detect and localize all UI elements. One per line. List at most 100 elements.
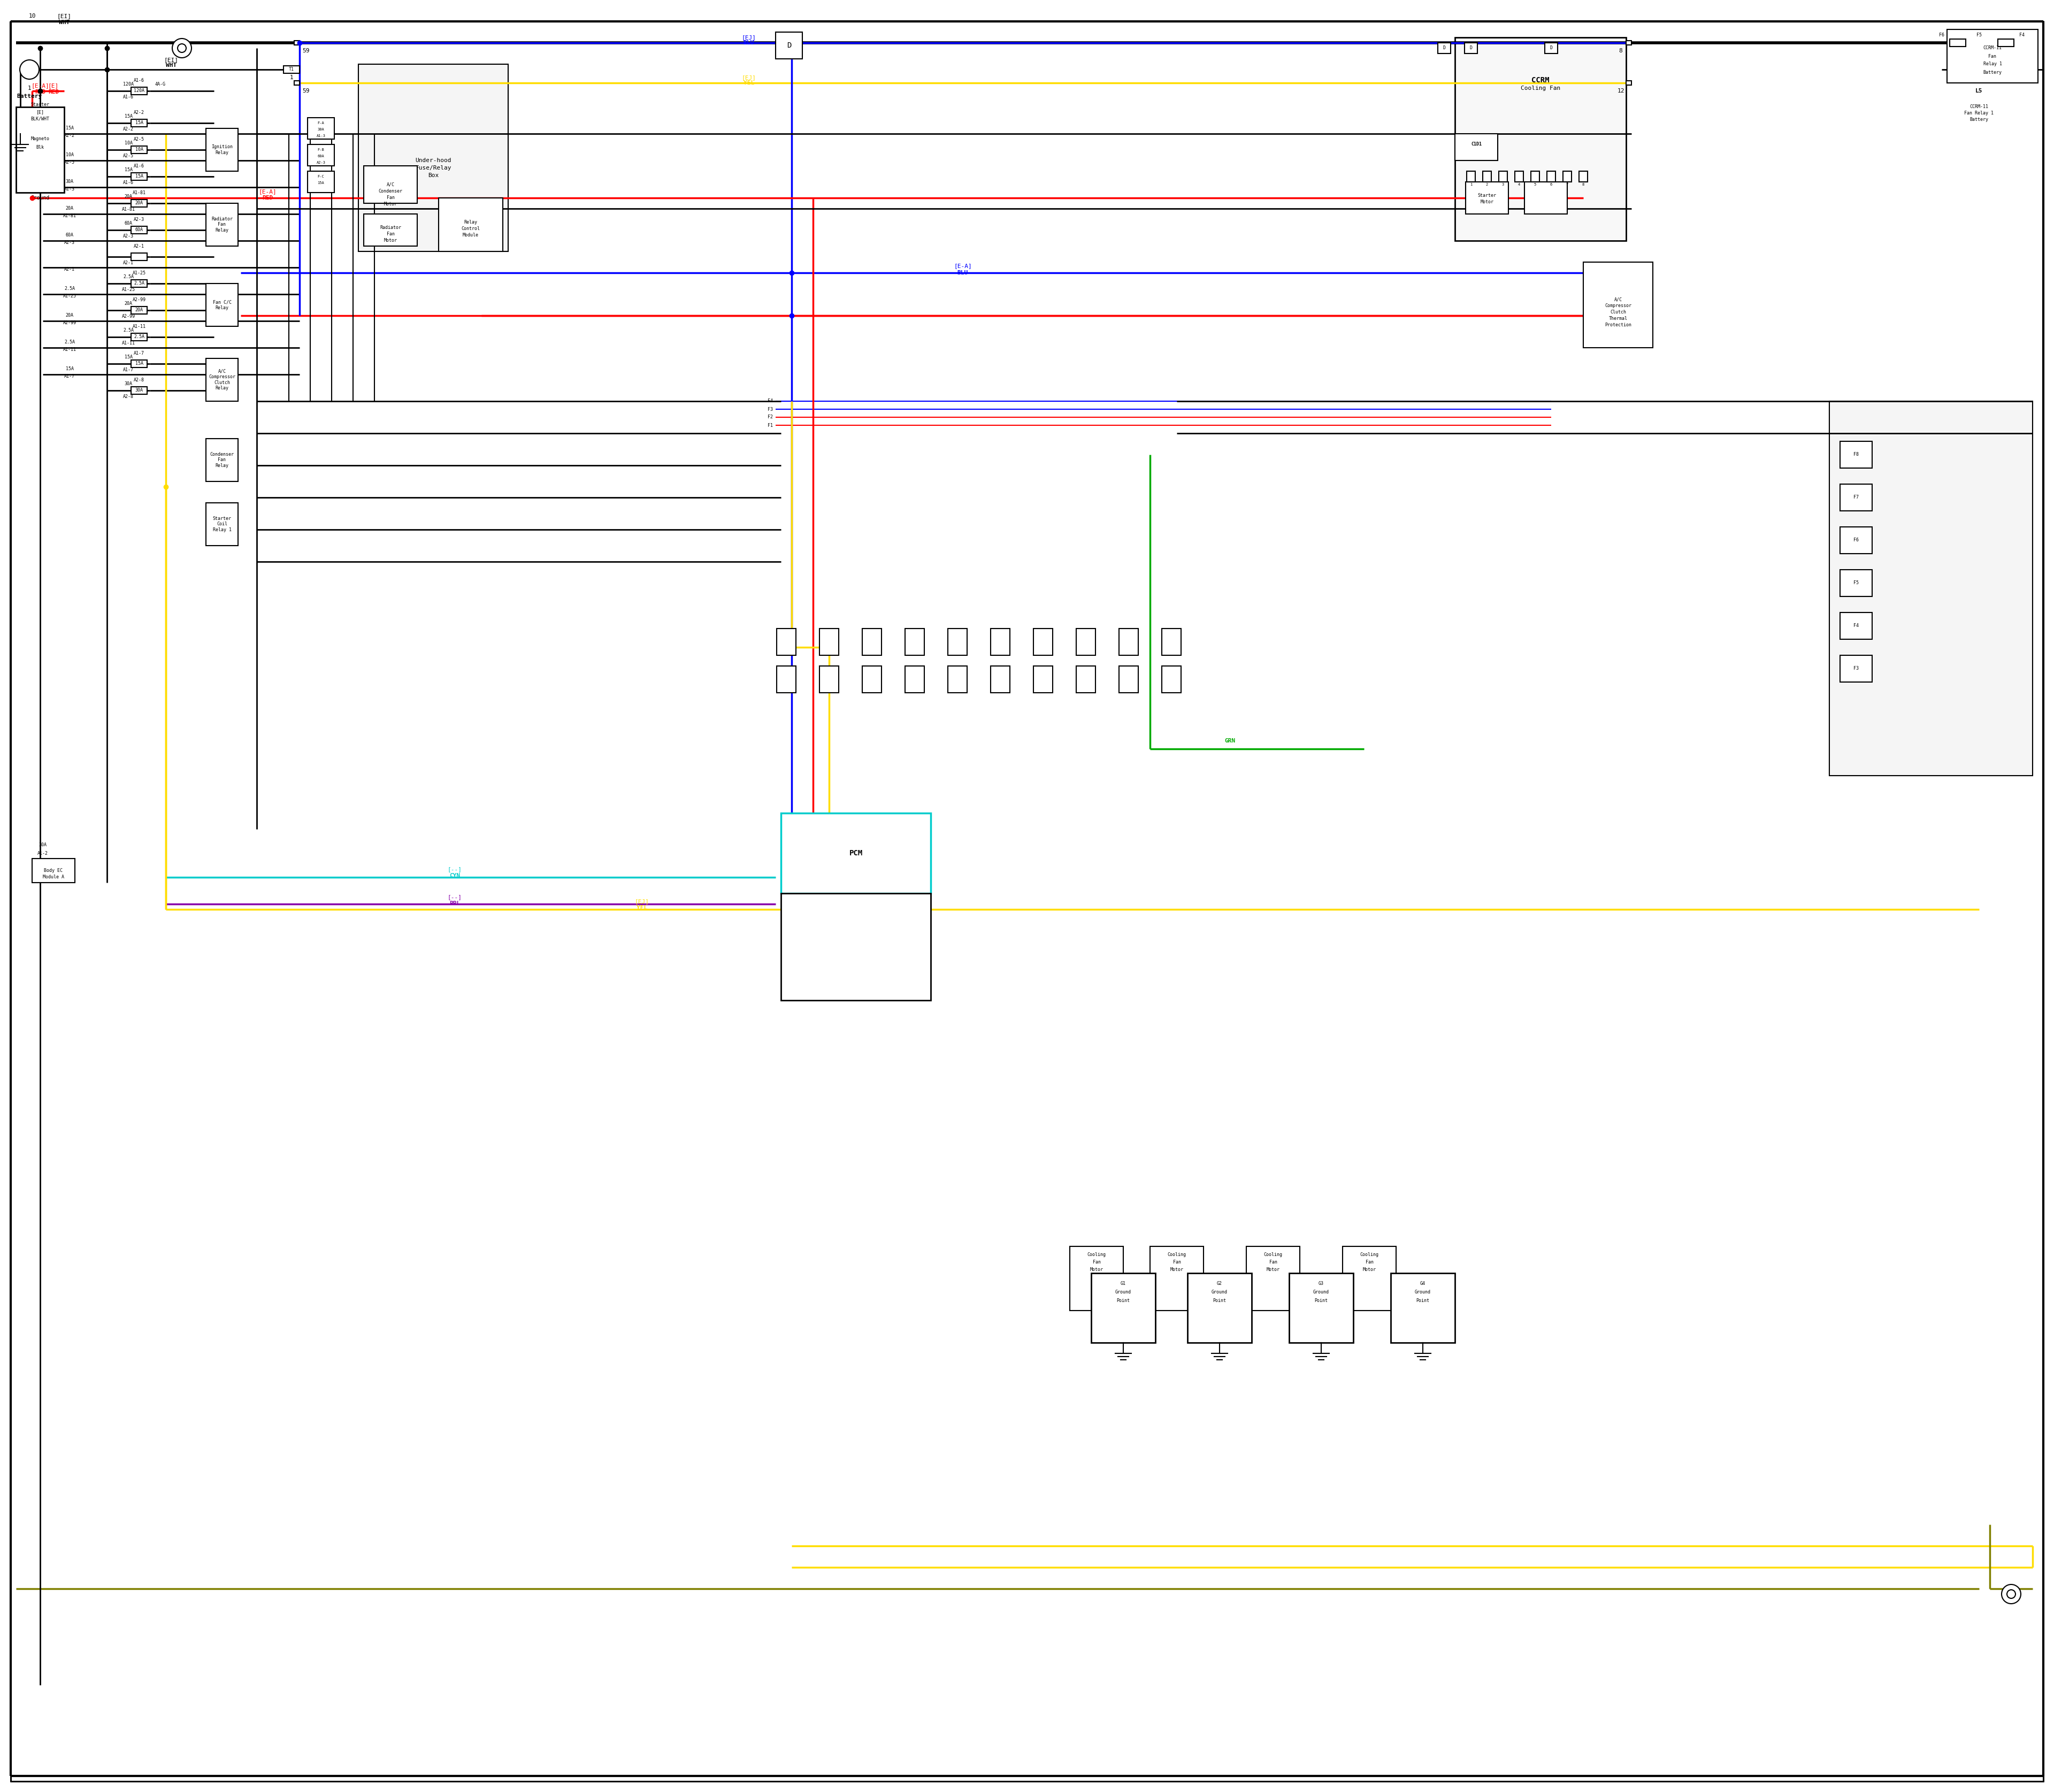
Bar	[1119, 629, 1138, 656]
Text: A/C: A/C	[1614, 297, 1623, 303]
Text: A1-11: A1-11	[131, 324, 146, 330]
Text: Fan: Fan	[386, 195, 394, 199]
Text: [--]: [--]	[448, 894, 462, 900]
Text: CCRM-11: CCRM-11	[1970, 104, 1988, 109]
Text: Motor: Motor	[384, 201, 396, 206]
Bar	[1563, 172, 1571, 181]
Text: Radiator
Fan
Relay: Radiator Fan Relay	[212, 217, 232, 233]
Text: BLK/WHT: BLK/WHT	[31, 116, 49, 122]
Text: 120A: 120A	[123, 82, 134, 88]
Text: A1-11: A1-11	[64, 348, 76, 353]
Bar	[131, 226, 148, 233]
Bar	[1627, 41, 1631, 45]
Text: F4: F4	[768, 400, 772, 403]
Text: Radiator: Radiator	[380, 226, 401, 229]
Text: Module: Module	[462, 233, 479, 237]
Text: 60A: 60A	[125, 220, 131, 226]
Text: Under-hood: Under-hood	[415, 158, 452, 163]
Text: A1-7: A1-7	[123, 367, 134, 373]
Text: 20A: 20A	[136, 308, 144, 312]
Text: A2-1: A2-1	[64, 267, 74, 272]
Bar	[205, 439, 238, 482]
Text: Battery: Battery	[1982, 70, 2003, 75]
Text: A1-6: A1-6	[134, 79, 144, 82]
Text: 30A: 30A	[136, 389, 144, 392]
Bar	[1545, 43, 1557, 54]
Bar	[131, 120, 148, 127]
Circle shape	[2007, 1590, 2015, 1598]
Bar	[1438, 43, 1450, 54]
Text: A1-3: A1-3	[316, 134, 325, 138]
Text: 2.5A: 2.5A	[123, 328, 134, 333]
Bar	[990, 629, 1011, 656]
Text: [E-A]: [E-A]	[31, 82, 49, 88]
Text: RED: RED	[263, 195, 273, 201]
Text: 30A: 30A	[125, 382, 131, 387]
Text: 10A: 10A	[66, 152, 74, 158]
Bar	[1499, 172, 1508, 181]
Bar	[357, 65, 507, 251]
Bar	[1454, 134, 1497, 161]
Text: Fan Relay 1: Fan Relay 1	[1964, 111, 1994, 116]
Bar	[131, 387, 148, 394]
Bar	[205, 504, 238, 545]
Bar	[776, 629, 797, 656]
Text: Condenser
Fan
Relay: Condenser Fan Relay	[210, 452, 234, 468]
Text: A2-3: A2-3	[64, 240, 74, 246]
Bar	[283, 66, 300, 73]
Text: PCM: PCM	[848, 849, 863, 857]
Text: Relay 1: Relay 1	[1982, 61, 2003, 66]
Text: Cooling: Cooling	[1263, 1253, 1282, 1256]
Text: F2: F2	[768, 414, 772, 419]
Text: Starter: Starter	[31, 102, 49, 108]
Bar	[131, 199, 148, 208]
Text: Point: Point	[1415, 1299, 1430, 1303]
Text: A2-2: A2-2	[123, 127, 134, 133]
Text: 60A: 60A	[318, 154, 325, 158]
Text: A1-6: A1-6	[123, 181, 134, 185]
Text: Body EC: Body EC	[43, 867, 64, 873]
Bar	[1391, 1272, 1454, 1342]
Text: F4: F4	[2019, 32, 2025, 38]
Text: A2-3: A2-3	[316, 161, 325, 165]
Text: G1: G1	[1121, 1281, 1126, 1287]
Circle shape	[2001, 1584, 2021, 1604]
Text: 3: 3	[1501, 183, 1504, 186]
Bar	[1999, 39, 2013, 47]
Text: Ground: Ground	[1212, 1290, 1228, 1296]
Text: A2-8: A2-8	[134, 378, 144, 382]
Text: G2: G2	[1216, 1281, 1222, 1287]
Text: 15A: 15A	[125, 115, 131, 118]
Text: Starter
Coil
Relay 1: Starter Coil Relay 1	[214, 516, 232, 532]
Text: A1-6: A1-6	[123, 95, 134, 100]
Text: Motor: Motor	[1171, 1267, 1183, 1272]
Text: 1: 1	[27, 86, 31, 91]
Text: F3: F3	[1853, 667, 1859, 670]
Text: A1-81: A1-81	[131, 190, 146, 195]
Text: YEL: YEL	[744, 81, 754, 86]
Text: 10A: 10A	[125, 142, 131, 145]
Bar	[1033, 667, 1052, 694]
Bar	[1163, 629, 1181, 656]
Text: 20A: 20A	[125, 195, 131, 199]
Bar	[294, 81, 300, 84]
Text: 1: 1	[1471, 183, 1473, 186]
Text: F4: F4	[1853, 624, 1859, 629]
Bar	[820, 629, 838, 656]
Text: G3: G3	[1319, 1281, 1325, 1287]
Text: Ground: Ground	[31, 195, 49, 201]
Text: 2.5A: 2.5A	[64, 340, 74, 344]
Text: 20A: 20A	[136, 201, 144, 206]
Text: A2-2: A2-2	[64, 133, 74, 138]
Text: Point: Point	[1315, 1299, 1327, 1303]
Bar	[1187, 1272, 1251, 1342]
Bar	[1119, 667, 1138, 694]
Bar	[308, 172, 335, 192]
Text: F6: F6	[1853, 538, 1859, 543]
Bar	[1247, 1247, 1300, 1310]
Bar	[1033, 629, 1052, 656]
Text: A1-11: A1-11	[121, 340, 136, 346]
Bar	[776, 667, 797, 694]
Text: F-C: F-C	[318, 176, 325, 177]
Text: 2: 2	[1485, 183, 1489, 186]
